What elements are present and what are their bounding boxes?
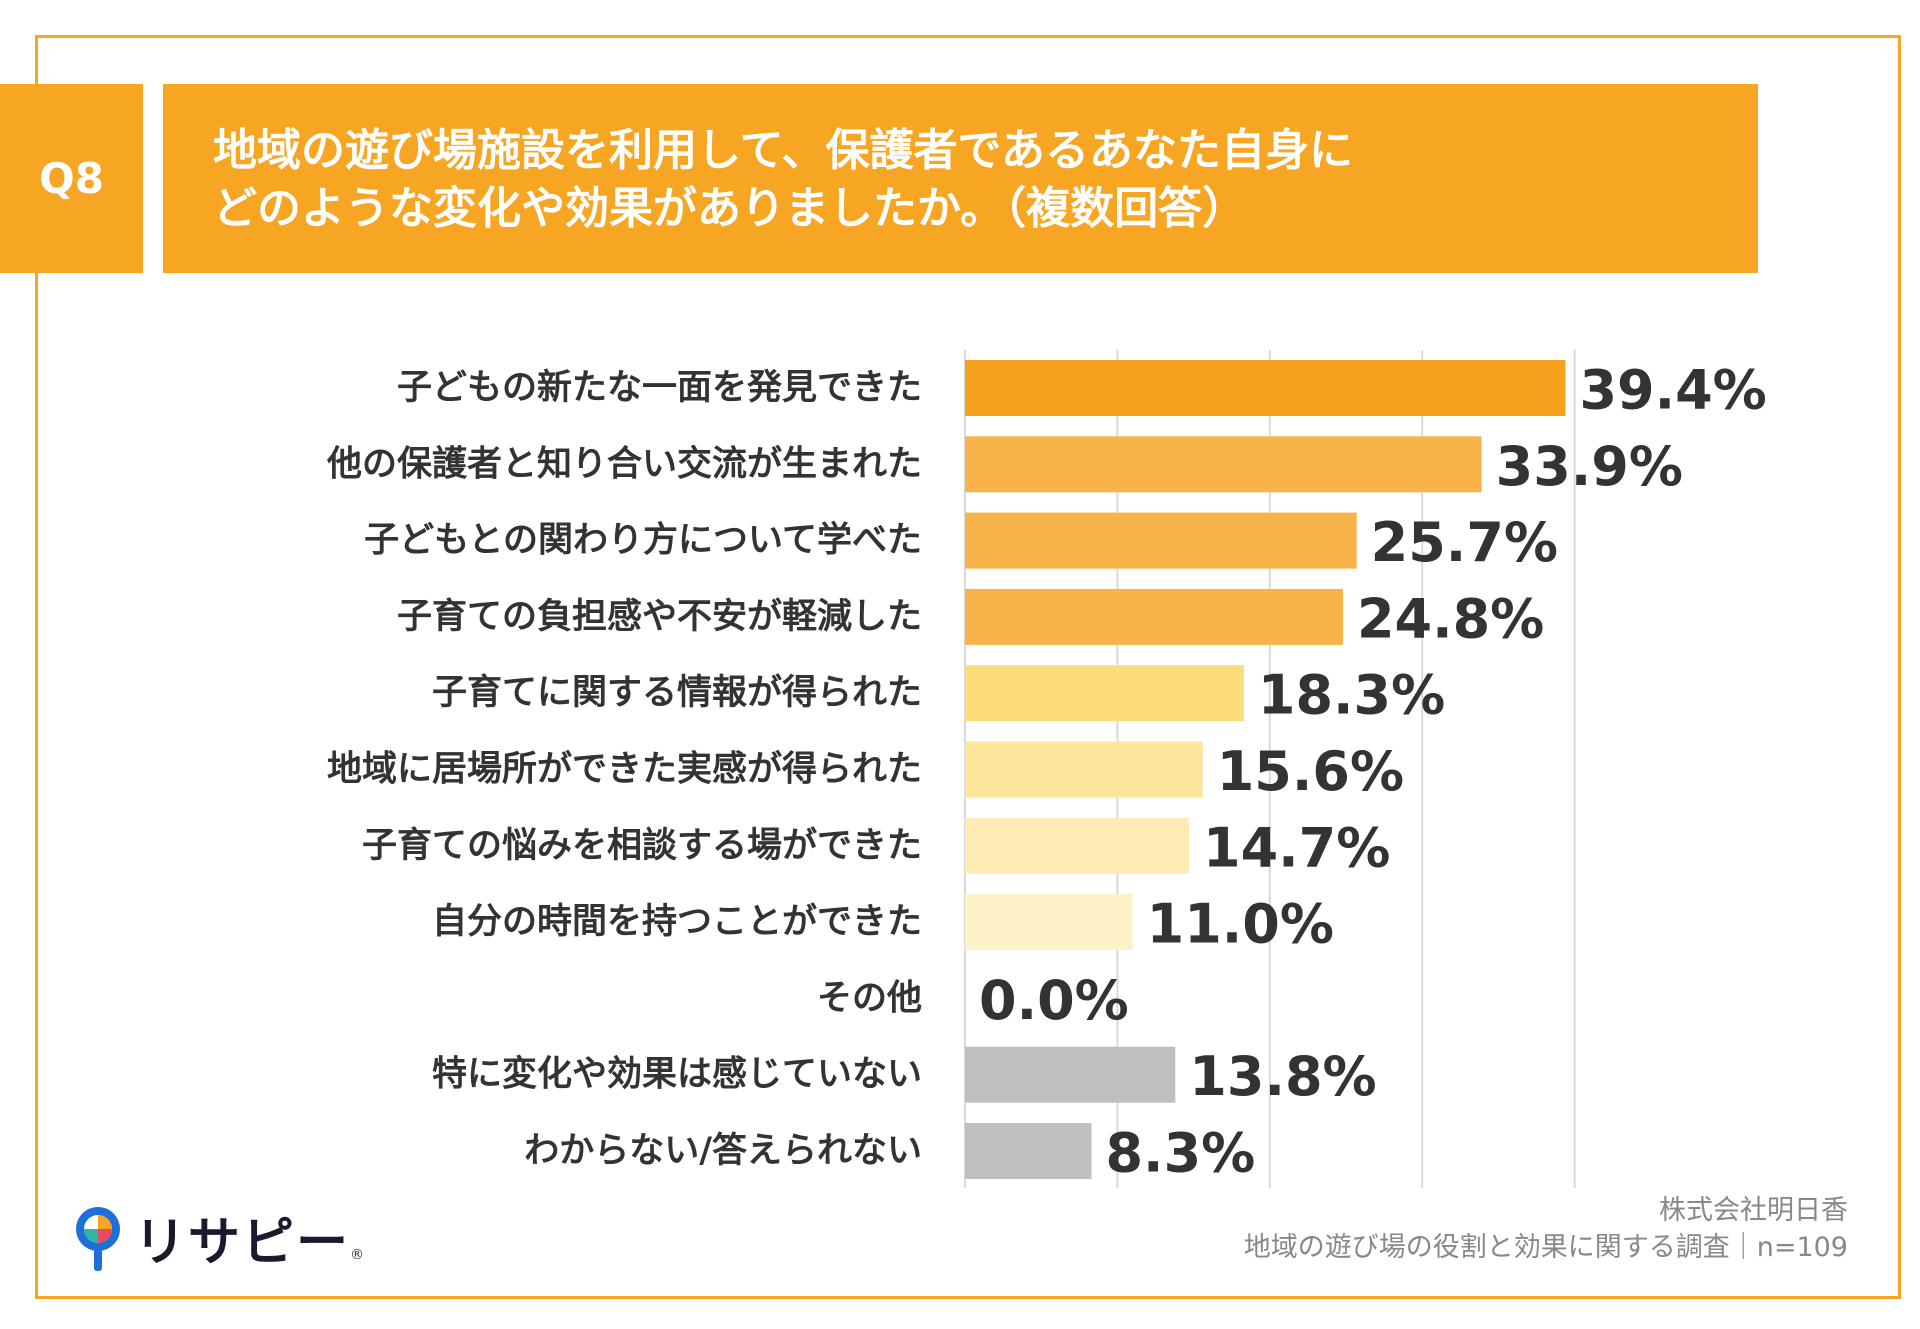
question-title: 地域の遊び場施設を利用して、保護者であるあなた自身に どのような変化や効果があり… — [163, 84, 1758, 273]
category-label: 地域に居場所ができた実感が得られた — [327, 750, 922, 790]
source-survey: 地域の遊び場の役割と効果に関する調査｜n=109 — [1243, 1232, 1848, 1263]
map-pin-logo-icon — [76, 1206, 120, 1271]
bar — [965, 436, 1482, 493]
source-note: 株式会社明日香 地域の遊び場の役割と効果に関する調査｜n=109 — [1244, 1192, 1848, 1266]
question-title-line-1: 地域の遊び場施設を利用して、保護者であるあなた自身に — [213, 125, 1354, 176]
bar — [965, 1046, 1176, 1103]
bar — [965, 665, 1244, 722]
data-label: 0.0% — [979, 969, 1129, 1032]
bar — [965, 894, 1133, 951]
brand-logo: リサピー ® — [70, 1200, 364, 1275]
category-label: わからない/答えられない — [524, 1131, 922, 1171]
category-label: 特に変化や効果は感じていない — [432, 1054, 922, 1095]
bar-chart: 子どもの新たな一面を発見できた 39.4% 他の保護者と知り合い交流が生まれた 33.… — [326, 350, 1767, 1188]
question-badge: Q8 — [0, 84, 143, 273]
bar — [965, 360, 1566, 416]
category-label: 子どもとの関わり方について学べた — [364, 520, 922, 561]
data-label: 39.4% — [1579, 359, 1766, 422]
question-title-line-2: どのような変化や効果がありましたか。（複数回答） — [213, 183, 1247, 234]
data-label: 18.3% — [1258, 664, 1445, 727]
category-label: 子育ての悩みを相談する場ができた — [362, 826, 922, 866]
data-label: 33.9% — [1496, 435, 1683, 498]
bar — [965, 741, 1203, 798]
data-label: 13.8% — [1189, 1045, 1376, 1108]
data-label: 24.8% — [1357, 587, 1544, 650]
data-label: 15.6% — [1217, 740, 1404, 803]
brand-registered-mark: ® — [350, 1247, 365, 1263]
category-label: 子育ての負担感や不安が軽減した — [397, 597, 922, 637]
outer-frame — [35, 35, 1901, 1299]
category-label: 自分の時間を持つことができた — [432, 902, 922, 942]
category-label: 子育てに関する情報が得られた — [432, 673, 922, 713]
source-company: 株式会社明日香 — [1659, 1195, 1848, 1226]
bar — [965, 512, 1357, 569]
bar — [965, 588, 1343, 645]
question-number: Q8 — [39, 154, 104, 203]
data-label: 11.0% — [1147, 893, 1334, 956]
category-label: 子どもの新たな一面を発見できた — [397, 368, 922, 408]
category-label: その他 — [817, 978, 922, 1018]
data-label: 8.3% — [1105, 1122, 1255, 1185]
bar — [965, 817, 1190, 874]
category-label: 他の保護者と知り合い交流が生まれた — [326, 443, 922, 484]
data-label: 25.7% — [1371, 511, 1558, 574]
bar — [965, 1123, 1092, 1179]
brand-name: リサピー — [134, 1213, 351, 1273]
data-label: 14.7% — [1203, 816, 1390, 879]
